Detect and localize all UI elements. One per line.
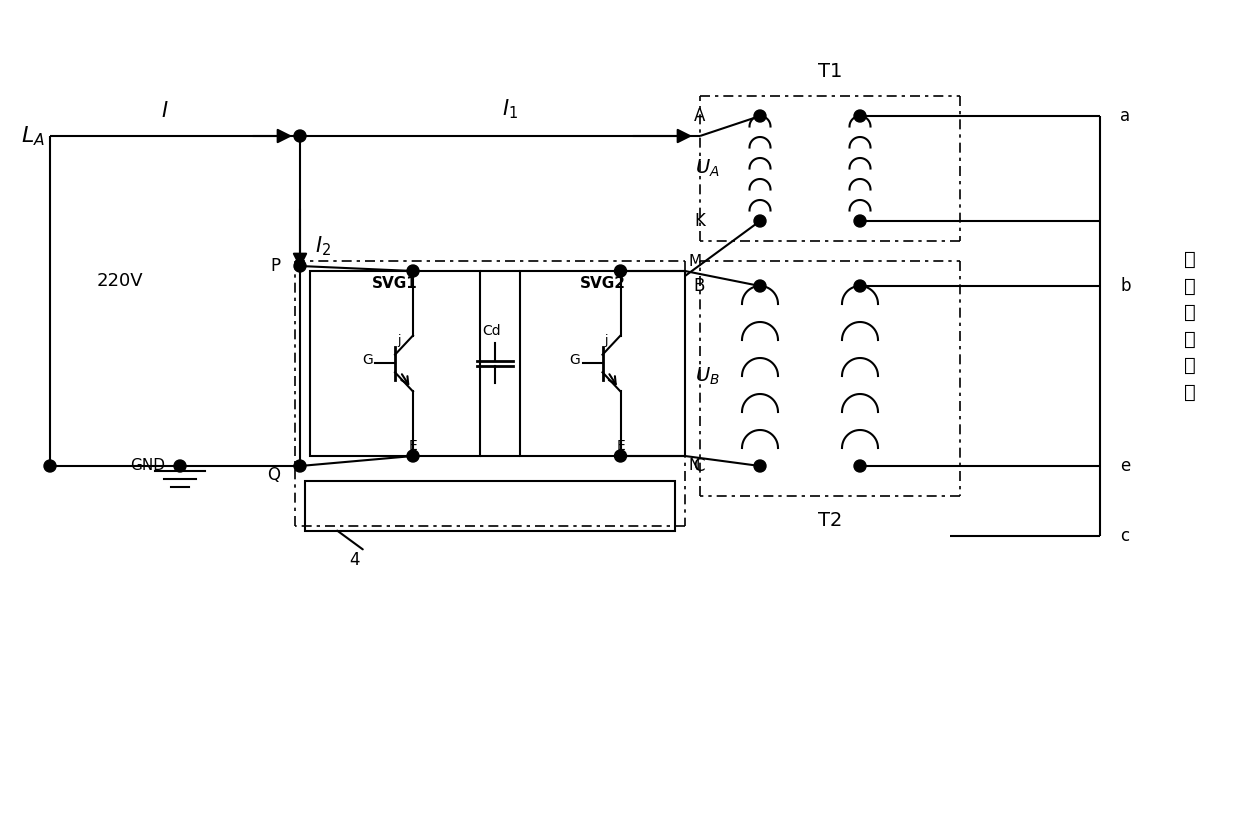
Text: C: C <box>693 457 706 475</box>
FancyBboxPatch shape <box>520 271 684 456</box>
Text: N: N <box>688 458 699 473</box>
Text: a: a <box>1120 107 1130 125</box>
Circle shape <box>294 460 306 472</box>
Text: $I_1$: $I_1$ <box>502 97 518 121</box>
Text: e: e <box>1120 457 1130 475</box>
Text: c: c <box>1120 527 1130 545</box>
Text: $L_A$: $L_A$ <box>21 124 45 148</box>
Text: T2: T2 <box>818 511 842 530</box>
Text: $I$: $I$ <box>161 101 169 121</box>
Text: $U_A$: $U_A$ <box>696 157 720 180</box>
Text: T1: T1 <box>818 62 842 81</box>
Text: M: M <box>688 254 701 269</box>
Text: A: A <box>693 107 706 125</box>
Text: $I_2$: $I_2$ <box>315 234 331 258</box>
Circle shape <box>754 280 766 292</box>
Text: 220V: 220V <box>97 272 144 290</box>
Circle shape <box>754 215 766 227</box>
Text: SVG2: SVG2 <box>579 276 625 291</box>
Circle shape <box>43 460 56 472</box>
Circle shape <box>294 130 306 142</box>
Text: B: B <box>693 277 706 295</box>
Circle shape <box>754 460 766 472</box>
Text: Cd: Cd <box>482 325 501 339</box>
Circle shape <box>174 460 186 472</box>
Text: G: G <box>362 353 373 367</box>
Circle shape <box>407 265 419 277</box>
Text: SVG1: SVG1 <box>372 276 418 291</box>
Text: GND: GND <box>130 459 165 473</box>
FancyBboxPatch shape <box>310 271 480 456</box>
Circle shape <box>407 450 419 462</box>
Text: 4: 4 <box>350 551 361 569</box>
Text: G: G <box>569 353 580 367</box>
Text: E: E <box>616 439 625 453</box>
Circle shape <box>294 260 306 272</box>
Text: K: K <box>694 212 706 230</box>
Circle shape <box>615 450 626 462</box>
Text: j: j <box>397 335 401 348</box>
Circle shape <box>615 265 626 277</box>
FancyBboxPatch shape <box>305 481 675 531</box>
Circle shape <box>854 280 866 292</box>
Circle shape <box>854 215 866 227</box>
Text: P: P <box>270 257 280 275</box>
Text: E: E <box>409 439 418 453</box>
Text: j: j <box>605 335 608 348</box>
Text: $U_B$: $U_B$ <box>696 366 720 387</box>
Circle shape <box>854 460 866 472</box>
Circle shape <box>854 110 866 122</box>
Text: 三
相
电
力
用
户: 三 相 电 力 用 户 <box>1184 251 1195 401</box>
Text: Q: Q <box>267 466 280 484</box>
Circle shape <box>754 110 766 122</box>
Text: b: b <box>1120 277 1131 295</box>
